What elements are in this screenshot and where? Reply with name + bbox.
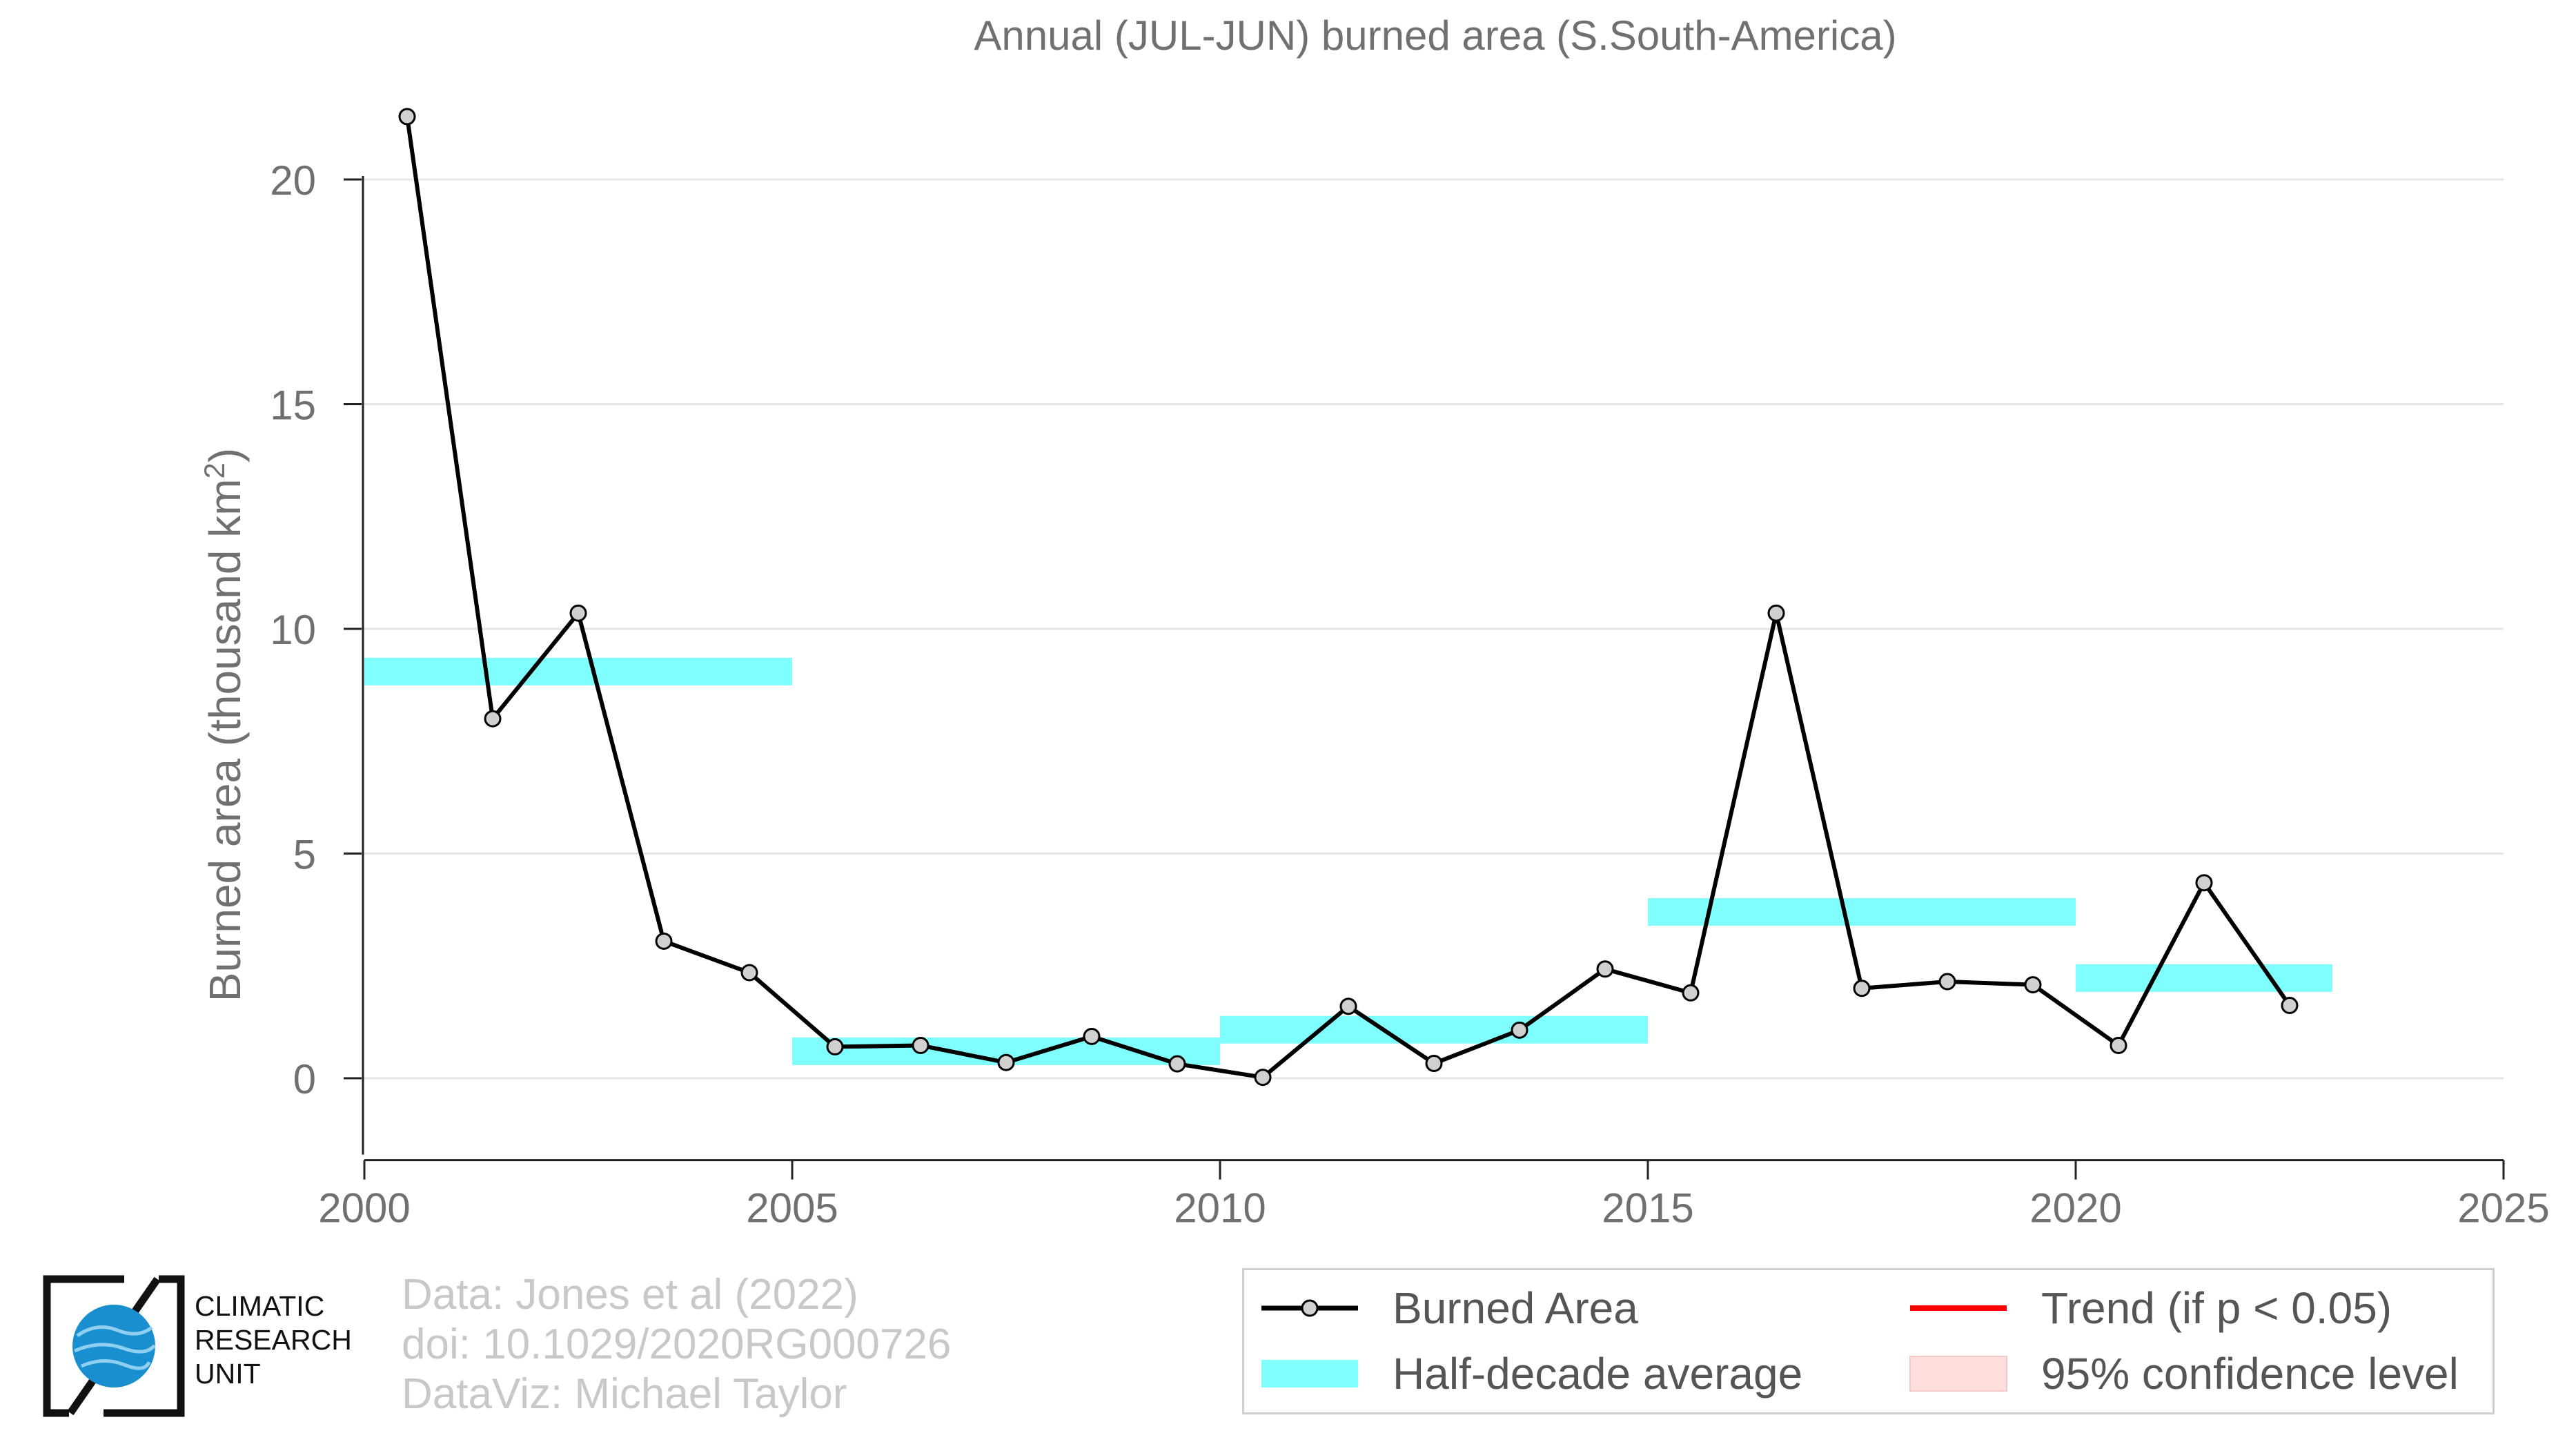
y-tick-label-15: 15 [270,382,316,429]
legend-key-cyan-bar [1258,1346,1361,1401]
legend-item-trend: Trend (if p < 0.05) [1907,1280,2392,1336]
credit-doi: doi: 10.1029/2020RG000726 [402,1321,952,1368]
burned-area-points [398,108,2299,1087]
data-point-2022.5 [2281,997,2299,1015]
half-decade-bar-4 [2076,964,2332,992]
data-point-2014.5 [1596,960,1614,978]
legend-item-confidence: 95% confidence level [1907,1346,2459,1401]
data-point-2019.5 [2024,976,2042,994]
data-point-2012.5 [1425,1055,1443,1073]
cru-logo [41,1274,186,1419]
legend-key-red-line [1907,1280,2010,1336]
axes: 0 5 10 15 20 2000 2005 2010 2015 2020 2025 [270,157,2549,1231]
legend-item-burned-area: Burned Area [1258,1280,1638,1336]
half-decade-bar-0 [364,657,792,685]
data-point-2013.5 [1511,1021,1528,1039]
data-point-2017.5 [1853,980,1871,997]
data-point-2016.5 [1767,604,1785,622]
data-point-2008.5 [1083,1027,1101,1045]
half-decade-bar-2 [1220,1015,1648,1044]
data-point-2000.5 [398,108,416,126]
y-tick-label-0: 0 [293,1056,316,1102]
data-point-2015.5 [1682,984,1700,1002]
legend-key-pink-box [1907,1346,2010,1401]
half-decade-bar-3 [1648,898,2076,926]
data-point-2003.5 [655,932,673,950]
data-point-2002.5 [569,604,587,622]
cru-line-1: CLIMATIC [195,1290,325,1322]
x-tick-label-2010: 2010 [1174,1185,1266,1231]
legend-label-confidence: 95% confidence level [2041,1349,2459,1399]
credit-data-source: Data: Jones et al (2022) [402,1271,858,1318]
data-point-2004.5 [740,964,758,982]
cru-line-3: UNIT [195,1358,261,1390]
data-point-2009.5 [1168,1055,1186,1073]
x-tick-label-2015: 2015 [1602,1185,1693,1231]
credit-dataviz: DataViz: Michael Taylor [402,1370,847,1418]
data-point-2010.5 [1254,1069,1272,1087]
data-point-2001.5 [484,710,502,728]
x-tick-label-2025: 2025 [2457,1185,2549,1231]
legend-key-line-marker [1258,1280,1361,1336]
chart-title: Annual (JUL-JUN) burned area (S.South-Am… [974,12,1896,59]
y-axis-label: Burned area (thousand km2) [198,448,250,1002]
cru-globe-icon [43,1275,185,1417]
data-point-2005.5 [826,1038,844,1055]
data-point-2020.5 [2110,1036,2127,1054]
data-point-2021.5 [2195,874,2213,892]
y-tick-label-20: 20 [270,157,316,204]
burned-area-line [405,116,2292,1080]
data-point-2018.5 [1938,973,1956,991]
grid-lines [351,178,2504,1080]
legend-label-burned-area: Burned Area [1393,1283,1638,1333]
data-credits: Data: Jones et al (2022) doi: 10.1029/20… [402,1270,951,1419]
cru-name: CLIMATIC RESEARCH UNIT [195,1289,352,1391]
legend-label-half-decade: Half-decade average [1393,1349,1803,1399]
y-tick-label-5: 5 [293,832,316,878]
data-point-2006.5 [912,1036,930,1054]
y-tick-label-10: 10 [270,607,316,653]
x-tick-label-2020: 2020 [2029,1185,2121,1231]
cru-line-2: RESEARCH [195,1324,352,1356]
legend-item-half-decade: Half-decade average [1258,1346,1802,1401]
burned-area-series [405,116,2292,1080]
x-tick-label-2000: 2000 [318,1185,410,1231]
legend: Burned Area Half-decade average Trend (i… [1242,1268,2495,1414]
x-tick-label-2005: 2005 [746,1185,838,1231]
half-decade-bars [364,657,2332,1065]
data-point-2007.5 [997,1053,1015,1071]
legend-label-trend: Trend (if p < 0.05) [2041,1283,2392,1333]
data-point-2011.5 [1339,997,1357,1015]
